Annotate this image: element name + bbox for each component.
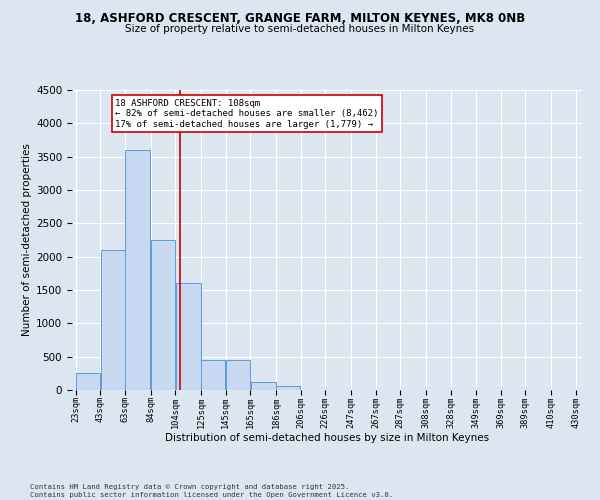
Bar bbox=[101, 250, 125, 390]
Text: 18, ASHFORD CRESCENT, GRANGE FARM, MILTON KEYNES, MK8 0NB: 18, ASHFORD CRESCENT, GRANGE FARM, MILTO… bbox=[75, 12, 525, 26]
Bar bbox=[202, 360, 226, 390]
Bar bbox=[76, 374, 100, 390]
Bar bbox=[151, 240, 175, 390]
Bar bbox=[226, 360, 250, 390]
Bar bbox=[251, 382, 275, 390]
Bar bbox=[277, 386, 300, 390]
Bar bbox=[176, 284, 201, 390]
Text: 18 ASHFORD CRESCENT: 108sqm
← 82% of semi-detached houses are smaller (8,462)
17: 18 ASHFORD CRESCENT: 108sqm ← 82% of sem… bbox=[115, 99, 379, 129]
Y-axis label: Number of semi-detached properties: Number of semi-detached properties bbox=[22, 144, 32, 336]
Text: Size of property relative to semi-detached houses in Milton Keynes: Size of property relative to semi-detach… bbox=[125, 24, 475, 34]
Text: Contains HM Land Registry data © Crown copyright and database right 2025.
Contai: Contains HM Land Registry data © Crown c… bbox=[30, 484, 393, 498]
X-axis label: Distribution of semi-detached houses by size in Milton Keynes: Distribution of semi-detached houses by … bbox=[165, 434, 489, 444]
Bar bbox=[125, 150, 151, 390]
